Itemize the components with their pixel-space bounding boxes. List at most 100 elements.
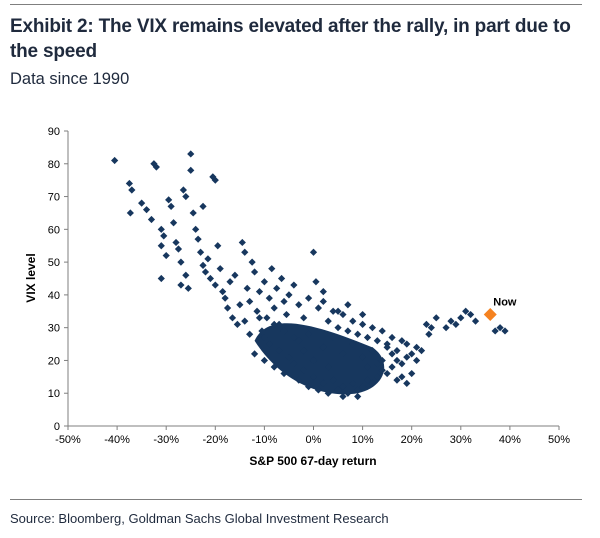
data-point: [265, 340, 273, 348]
data-point: [417, 347, 426, 355]
data-point: [280, 297, 288, 306]
data-point: [344, 301, 352, 309]
x-axis-title: S&P 500 67-day return: [249, 454, 376, 468]
data-point: [211, 176, 219, 184]
data-point: [413, 356, 421, 365]
data-point: [142, 206, 151, 214]
data-point: [359, 310, 367, 319]
y-tick-label: 50: [48, 257, 60, 269]
data-point: [177, 281, 185, 289]
data-point: [403, 379, 411, 387]
x-tick-label: 10%: [352, 434, 374, 446]
chart-axes: 0 10 20 30 40 50 60 70 80 90 -50% -40% -30% -20% -10% 0…: [48, 126, 570, 446]
data-point: [408, 369, 416, 378]
data-point: [309, 356, 318, 365]
data-point: [432, 314, 440, 322]
y-tick-label: 30: [48, 323, 60, 335]
y-axis-title: VIX level: [24, 253, 38, 302]
data-point: [329, 333, 337, 342]
data-point: [319, 343, 327, 351]
data-point: [216, 265, 224, 273]
data-point: [378, 366, 386, 374]
data-point: [280, 369, 288, 378]
data-point: [368, 347, 377, 355]
data-point: [290, 281, 298, 289]
data-point: [157, 242, 165, 250]
data-point: [138, 199, 146, 207]
data-point: [339, 383, 347, 391]
data-point: [462, 307, 470, 315]
data-point: [312, 278, 320, 286]
data-point: [111, 156, 119, 165]
data-point: [344, 389, 352, 397]
data-point: [398, 360, 406, 368]
data-point: [334, 324, 342, 332]
data-point: [339, 310, 347, 319]
data-point: [201, 268, 210, 276]
data-point: [408, 350, 416, 358]
data-point: [172, 238, 180, 247]
data-point: [304, 294, 313, 302]
data-point: [246, 330, 254, 338]
data-point: [280, 327, 288, 335]
data-point: [427, 324, 435, 332]
data-point: [314, 386, 323, 394]
data-point: [179, 186, 187, 194]
data-point: [393, 356, 401, 365]
data-point: [253, 307, 261, 315]
data-point: [189, 209, 197, 217]
dense-point-cloud: [254, 323, 385, 395]
data-point: [199, 261, 207, 269]
data-point: [162, 251, 170, 260]
chart-title: Exhibit 2: The VIX remains elevated afte…: [10, 16, 571, 62]
data-point: [282, 310, 291, 319]
data-point: [329, 376, 337, 384]
data-point: [248, 258, 256, 266]
y-tick-label: 70: [48, 192, 60, 204]
data-point: [192, 225, 200, 233]
data-point: [304, 383, 313, 391]
data-point: [250, 350, 259, 358]
y-tick-label: 20: [48, 355, 60, 367]
data-point: [219, 288, 227, 296]
data-point: [174, 245, 183, 253]
data-point: [206, 274, 214, 283]
data-point: [226, 278, 234, 286]
data-point: [378, 327, 386, 335]
data-point: [422, 320, 431, 328]
data-point: [319, 379, 327, 387]
data-point: [147, 215, 156, 224]
y-tick-label: 0: [54, 421, 60, 433]
data-point: [277, 274, 286, 283]
now-marker-layer: Now: [483, 297, 517, 322]
data-point: [270, 363, 278, 371]
data-point: [403, 353, 411, 361]
data-point: [236, 301, 244, 309]
data-point: [260, 278, 268, 286]
data-point: [467, 310, 475, 319]
data-point: [255, 314, 264, 322]
data-point: [334, 307, 342, 315]
data-point: [339, 392, 347, 401]
data-point: [184, 284, 192, 292]
data-point: [388, 363, 396, 371]
y-tick-label: 90: [48, 126, 60, 138]
data-point: [275, 320, 283, 328]
data-point: [125, 179, 133, 188]
data-point: [241, 248, 249, 256]
data-point: [344, 327, 352, 335]
data-point: [368, 324, 377, 332]
data-point: [214, 242, 222, 250]
data-point: [354, 330, 362, 338]
data-point: [373, 360, 381, 368]
data-point: [329, 307, 337, 315]
data-point: [231, 271, 239, 279]
data-point: [447, 317, 455, 325]
data-point: [265, 294, 273, 302]
data-point: [309, 248, 318, 256]
data-point: [160, 232, 168, 240]
data-point: [457, 314, 465, 322]
x-tick-label: 0%: [306, 434, 322, 446]
now-label: Now: [493, 297, 517, 309]
scatter-chart: 0 10 20 30 40 50 60 70 80 90 -50% -40% -30% -20% -10% 0…: [24, 126, 570, 468]
